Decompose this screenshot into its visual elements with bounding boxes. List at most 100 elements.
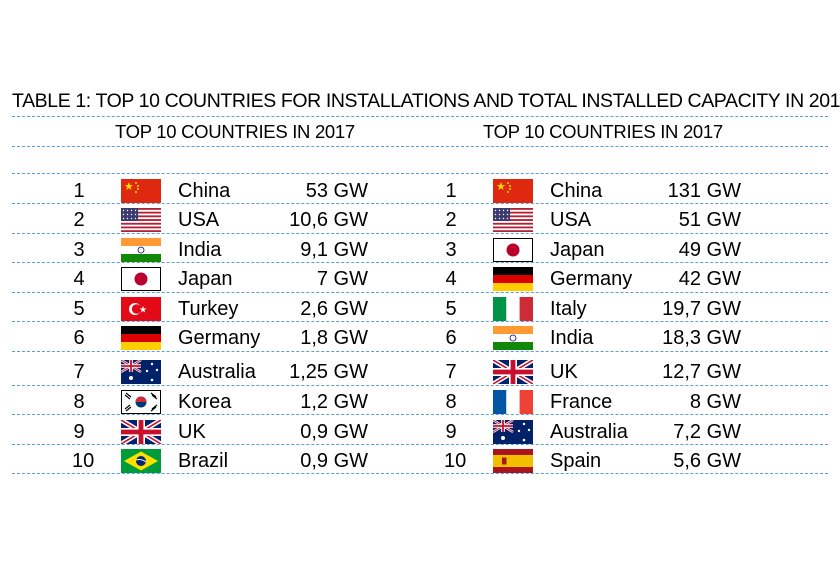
table-row: 3 Japan 49 GW — [444, 236, 741, 264]
germany-flag-icon — [121, 326, 161, 350]
rank-number: 10 — [444, 450, 467, 472]
india-flag-icon — [493, 326, 533, 350]
japan-flag-icon — [121, 267, 161, 291]
rank-number: 10 — [72, 450, 95, 472]
country-name: Brazil — [178, 450, 229, 472]
svg-text:★: ★ — [124, 180, 134, 193]
capacity-value: 1,8 GW — [300, 327, 368, 349]
country-name: Australia — [178, 361, 256, 383]
table-row: 9 Australia 7,2 GW — [444, 418, 741, 446]
table-row: 7 Australia 1,25 GW — [72, 358, 368, 386]
capacity-value: 18,3 GW — [662, 327, 741, 349]
capacity-value: 5,6 GW — [673, 450, 741, 472]
australia-flag-icon — [121, 360, 161, 384]
capacity-value: 12,7 GW — [662, 361, 741, 383]
dotted-divider — [12, 414, 828, 415]
rank-number: 9 — [445, 421, 457, 443]
capacity-value: 1,25 GW — [289, 361, 368, 383]
france-flag-icon — [493, 390, 533, 414]
rank-number: 7 — [73, 361, 85, 383]
dotted-divider — [12, 233, 828, 234]
china-flag-icon: ★ — [493, 179, 533, 203]
capacity-value: 131 GW — [667, 180, 741, 202]
rank-number: 3 — [73, 239, 85, 261]
dotted-divider — [12, 262, 828, 263]
japan-flag-icon — [493, 238, 533, 262]
capacity-value: 49 GW — [678, 239, 741, 261]
dotted-divider — [12, 146, 828, 147]
table-row: 9 UK 0,9 GW — [72, 418, 368, 446]
capacity-value: 0,9 GW — [300, 421, 368, 443]
table-title: TABLE 1: TOP 10 COUNTRIES FOR INSTALLATI… — [12, 90, 840, 112]
dotted-divider — [12, 203, 828, 204]
capacity-value: 1,2 GW — [300, 391, 368, 413]
rank-number: 8 — [445, 391, 457, 413]
usa-flag-icon — [121, 208, 161, 232]
table-row: 6 Germany 1,8 GW — [72, 324, 368, 352]
svg-text:★: ★ — [496, 180, 506, 193]
table-row: 1 ★ China 53 GW — [72, 177, 368, 205]
germany-flag-icon — [493, 267, 533, 291]
dotted-divider — [12, 292, 828, 293]
rank-number: 5 — [445, 298, 457, 320]
spain-flag-icon — [493, 449, 533, 473]
dotted-divider — [12, 321, 828, 322]
rank-number: 4 — [73, 268, 85, 290]
rank-number: 3 — [445, 239, 457, 261]
country-name: China — [550, 180, 603, 202]
left-table-header: TOP 10 COUNTRIES IN 2017 — [115, 121, 355, 142]
table-row: 3 India 9,1 GW — [72, 236, 368, 264]
table-row: 8 Korea 1,2 GW — [72, 388, 368, 416]
country-name: China — [178, 180, 231, 202]
china-flag-icon: ★ — [121, 179, 161, 203]
capacity-value: 19,7 GW — [662, 298, 741, 320]
india-flag-icon — [121, 238, 161, 262]
country-name: Japan — [550, 239, 605, 261]
svg-text:★: ★ — [139, 306, 147, 316]
country-name: Korea — [178, 391, 232, 413]
capacity-value: 51 GW — [678, 209, 741, 231]
dotted-divider — [12, 351, 828, 352]
table-row: 6 India 18,3 GW — [444, 324, 741, 352]
country-name: Turkey — [178, 298, 239, 320]
rank-number: 6 — [73, 327, 85, 349]
turkey-flag-icon: ★ — [121, 297, 161, 321]
table-row: 4 Japan 7 GW — [72, 265, 368, 293]
dotted-divider — [12, 385, 828, 386]
dotted-divider — [12, 116, 828, 117]
table-row: 5 ★ Turkey 2,6 GW — [72, 295, 368, 323]
country-name: France — [550, 391, 613, 413]
capacity-value: 42 GW — [678, 268, 741, 290]
rank-number: 1 — [445, 180, 457, 202]
capacity-value: 7 GW — [316, 268, 368, 290]
table-row: 8 France 8 GW — [444, 388, 741, 416]
country-name: Spain — [550, 450, 602, 472]
table-row: 5 Italy 19,7 GW — [444, 295, 741, 323]
rank-number: 8 — [73, 391, 85, 413]
capacity-value: 7,2 GW — [673, 421, 741, 443]
capacity-value: 9,1 GW — [300, 239, 368, 261]
rank-number: 9 — [73, 421, 85, 443]
uk-flag-icon — [493, 360, 533, 384]
uk-flag-icon — [121, 420, 161, 444]
country-name: Australia — [550, 421, 628, 443]
rank-number: 2 — [73, 209, 85, 231]
rank-number: 1 — [73, 180, 85, 202]
country-name: Germany — [178, 327, 261, 349]
dotted-divider — [12, 473, 828, 474]
rank-number: 7 — [445, 361, 457, 383]
table-row: 10 Brazil 0,9 GW — [72, 447, 368, 475]
table-row: 10 Spain 5,6 GW — [444, 447, 741, 475]
capacity-value: 8 GW — [689, 391, 741, 413]
rank-number: 4 — [445, 268, 457, 290]
country-name: India — [178, 239, 222, 261]
country-name: USA — [178, 209, 220, 231]
capacity-value: 53 GW — [305, 180, 368, 202]
brazil-flag-icon — [121, 449, 161, 473]
capacity-value: 0,9 GW — [300, 450, 368, 472]
country-name: UK — [178, 421, 206, 443]
korea-flag-icon — [121, 390, 161, 414]
usa-flag-icon — [493, 208, 533, 232]
country-name: UK — [550, 361, 578, 383]
rank-number: 6 — [445, 327, 457, 349]
